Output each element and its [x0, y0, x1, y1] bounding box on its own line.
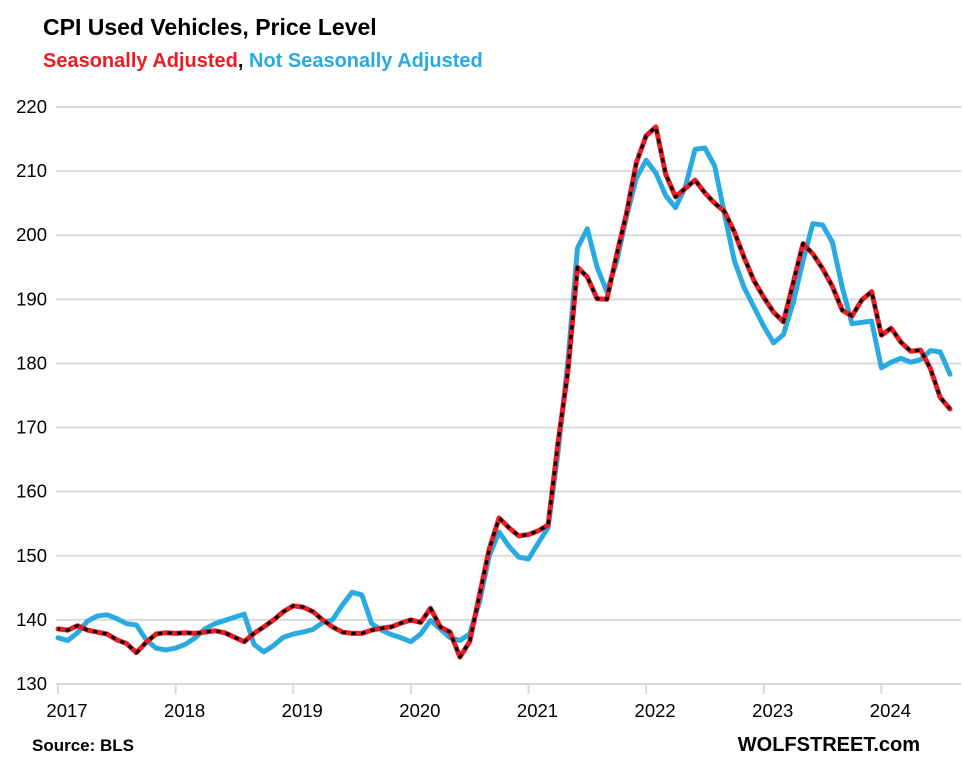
legend-seasonally-adjusted: Seasonally Adjusted [43, 50, 238, 72]
y-tick-label: 190 [16, 288, 47, 309]
x-tick-label: 2017 [46, 700, 87, 721]
y-tick-label: 180 [16, 352, 47, 373]
legend-not-seasonally-adjusted: Not Seasonally Adjusted [249, 50, 483, 72]
chart-subtitle: Seasonally Adjusted, Not Seasonally Adju… [43, 50, 923, 73]
x-tick-label: 2018 [164, 700, 205, 721]
x-tick-label: 2021 [517, 700, 558, 721]
chart-title: CPI Used Vehicles, Price Level [43, 14, 377, 40]
y-tick-label: 130 [16, 673, 47, 694]
y-tick-label: 150 [16, 545, 47, 566]
x-tick-label: 2019 [282, 700, 323, 721]
chart-header: CPI Used Vehicles, Price Level Seasonall… [43, 14, 923, 73]
x-tick-label: 2023 [752, 700, 793, 721]
legend-separator: , [237, 50, 249, 72]
y-tick-label: 160 [16, 481, 47, 502]
source-label: Source: BLS [32, 736, 135, 755]
x-tick-label: 2022 [635, 700, 676, 721]
nsa-line [55, 145, 953, 655]
x-tick-label: 2024 [870, 700, 911, 721]
y-tick-label: 210 [16, 160, 47, 181]
y-tick-label: 200 [16, 224, 47, 245]
sa-marker-dashes [57, 125, 952, 659]
wolfstreet-watermark: WOLFSTREET.com [737, 734, 920, 756]
x-tick-label: 2020 [399, 700, 440, 721]
y-tick-label: 170 [16, 417, 47, 438]
sa-line [55, 124, 953, 660]
y-tick-label: 220 [16, 96, 47, 117]
y-tick-label: 140 [16, 609, 47, 630]
